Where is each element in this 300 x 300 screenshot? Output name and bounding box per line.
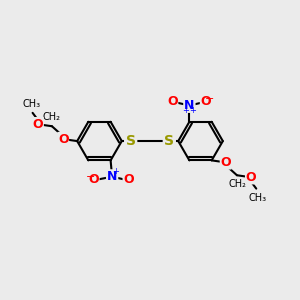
Text: S: S (126, 134, 136, 148)
Text: N: N (107, 170, 117, 183)
Text: O: O (123, 173, 134, 186)
Text: O: O (167, 95, 178, 108)
Text: CH₃: CH₃ (249, 193, 267, 203)
Text: +: + (182, 106, 189, 115)
Text: +: + (112, 167, 119, 176)
Text: O: O (200, 95, 211, 108)
Text: CH₂: CH₂ (229, 179, 247, 189)
Text: +: + (190, 106, 196, 115)
Text: O: O (58, 133, 68, 146)
Text: N: N (184, 99, 195, 112)
Text: O: O (33, 118, 43, 130)
Text: O: O (220, 156, 231, 169)
Text: CH₃: CH₃ (22, 99, 40, 109)
Text: O: O (88, 173, 99, 186)
Text: S: S (164, 134, 174, 148)
Text: −: − (205, 94, 214, 104)
Text: CH₂: CH₂ (42, 112, 60, 122)
Text: −: − (85, 172, 95, 182)
Text: O: O (246, 171, 256, 184)
